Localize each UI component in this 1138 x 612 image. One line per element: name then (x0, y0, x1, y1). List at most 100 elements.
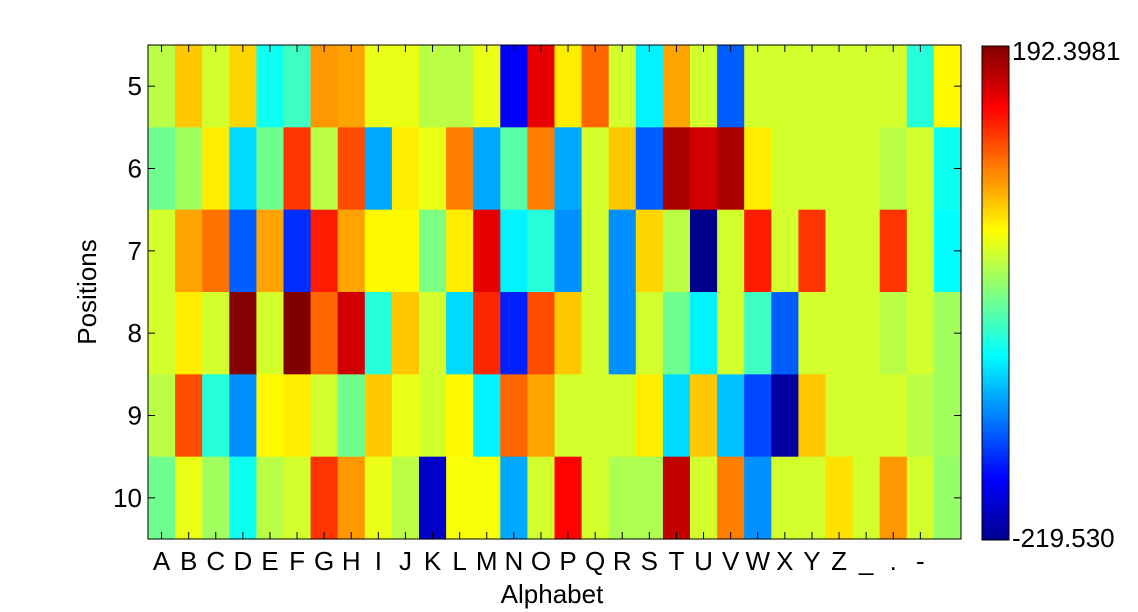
heatmap-cell (527, 209, 556, 293)
heatmap-cell (527, 45, 556, 128)
x-tick-label: N (504, 546, 523, 576)
heatmap-cell (825, 45, 854, 128)
heatmap-cell (798, 45, 827, 128)
heatmap-cell (852, 45, 881, 128)
y-tick-labels: 5 6 7 8 9 10 (113, 71, 142, 513)
heatmap-cell (608, 292, 637, 375)
heatmap-cell (500, 374, 528, 458)
heatmap-cell (906, 45, 935, 128)
heatmap-cell (337, 374, 366, 458)
heatmap-cell (337, 127, 366, 211)
heatmap-cell (202, 45, 230, 128)
heatmap-cell (175, 45, 203, 128)
colorbar (981, 45, 1010, 541)
heatmap-cell (419, 127, 447, 211)
heatmap-cell (554, 209, 583, 293)
heatmap-cell (771, 456, 799, 540)
heatmap-cell (879, 209, 908, 293)
heatmap-cell (446, 45, 474, 128)
heatmap-cell (608, 456, 637, 540)
heatmap-cell (635, 374, 664, 458)
heatmap-cell (635, 127, 664, 211)
heatmap-cell (256, 456, 285, 540)
x-tick-label: . (890, 546, 897, 576)
heatmap-cell (391, 292, 420, 375)
heatmap-cell (798, 292, 827, 375)
heatmap-cell (229, 127, 257, 211)
heatmap-cell (690, 292, 718, 375)
y-tick-label: 8 (128, 318, 142, 348)
heatmap-cell (554, 292, 583, 375)
heatmap-cell (364, 127, 393, 211)
heatmap-cell (608, 127, 637, 211)
x-tick-label: - (916, 546, 925, 576)
heatmap-cell (744, 456, 772, 540)
x-tick-label: K (424, 546, 442, 576)
heatmap-cell (798, 127, 827, 211)
heatmap-cell (337, 209, 366, 293)
heatmap-cell (419, 374, 447, 458)
heatmap-cell (879, 45, 908, 128)
heatmap-cell (175, 374, 203, 458)
heatmap-cell (879, 456, 908, 540)
heatmap-cell (310, 45, 339, 128)
heatmap-cell (906, 292, 935, 375)
x-tick-label: P (559, 546, 576, 576)
heatmap-cell (744, 374, 772, 458)
heatmap-cell (852, 374, 881, 458)
x-tick-label: U (694, 546, 713, 576)
heatmap-cell (391, 209, 420, 293)
heatmap-cell (690, 374, 718, 458)
heatmap-cell (527, 456, 556, 540)
heatmap-cell (798, 374, 827, 458)
heatmap-cell (419, 456, 447, 540)
heatmap-cell (771, 45, 799, 128)
heatmap-cell (337, 45, 366, 128)
heatmap-cell (419, 209, 447, 293)
heatmap-cell (473, 209, 501, 293)
heatmap-cell (337, 292, 366, 375)
heatmap-cell (581, 292, 610, 375)
heatmap-cell (364, 374, 393, 458)
heatmap-cell (771, 127, 799, 211)
heatmap-cell (202, 209, 230, 293)
heatmap-cell (229, 374, 257, 458)
heatmap-cell (256, 45, 285, 128)
x-tick-label: M (476, 546, 498, 576)
heatmap-cell (283, 209, 312, 293)
heatmap-cell (744, 292, 772, 375)
x-tick-labels: A B C D E F G H I J K L M N O P Q R S T U V W X Y Z _. - (153, 546, 925, 576)
y-axis-title: Positions (72, 239, 102, 345)
heatmap-cell (608, 45, 637, 128)
heatmap-cell (473, 374, 501, 458)
heatmap-cell (256, 292, 285, 375)
heatmap-cell (527, 292, 556, 375)
x-tick-label: Z (831, 546, 847, 576)
heatmap-cell (581, 209, 610, 293)
heatmap-cell (662, 456, 691, 540)
x-tick-label: T (669, 546, 685, 576)
x-tick-label: O (531, 546, 551, 576)
heatmap-cell (364, 45, 393, 128)
x-tick-label: W (745, 546, 770, 576)
plot-frame (147, 44, 962, 540)
heatmap-cell (690, 127, 718, 211)
x-tick-label: L (452, 546, 466, 576)
heatmap-cell (500, 292, 528, 375)
heatmap-cell (906, 127, 935, 211)
heatmap-cell (310, 456, 339, 540)
heatmap-cell (744, 209, 772, 293)
heatmap-cell (202, 456, 230, 540)
heatmap-cell (852, 292, 881, 375)
heatmap-cell (202, 374, 230, 458)
heatmap-cell (310, 127, 339, 211)
heatmap-cell (256, 127, 285, 211)
heatmap-cell (635, 292, 664, 375)
heatmap-cell (662, 292, 691, 375)
heatmap-cell (419, 45, 447, 128)
heatmap-cell (446, 456, 474, 540)
colorbar-min-label: -219.530 (1012, 523, 1115, 553)
heatmap-cell (364, 292, 393, 375)
heatmap-cell (771, 209, 799, 293)
x-tick-label: R (613, 546, 632, 576)
